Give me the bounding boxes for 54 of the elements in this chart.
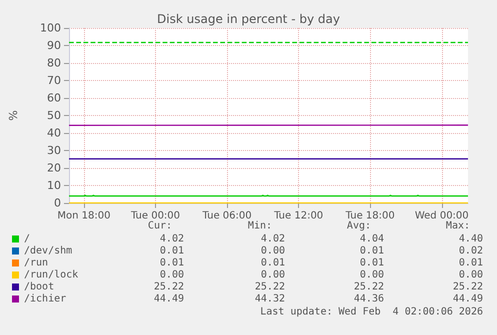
y-tick-label: 0 — [54, 196, 61, 210]
text: Max: — [446, 220, 470, 232]
text: 0.01 — [360, 258, 384, 268]
y-tick-label: 50 — [47, 109, 61, 122]
text: 0.01 — [360, 246, 384, 256]
text: 0.02 — [458, 246, 483, 256]
text: 4.02 — [160, 234, 184, 244]
y-tick-label: 10 — [47, 179, 61, 192]
text: Min: — [248, 220, 272, 232]
y-tick-label: 20 — [47, 162, 61, 174]
x-tick-label: Mon 18:00 — [57, 210, 110, 222]
legend-label: /boot — [24, 282, 54, 292]
text: 4.40 — [458, 234, 483, 244]
legend-label: /run/lock — [24, 270, 78, 280]
y-tick-label: 40 — [47, 126, 61, 140]
text: 0.00 — [458, 270, 483, 280]
legend-label: /ichier — [24, 294, 66, 304]
text: 0.00 — [360, 270, 384, 280]
y-tick-label: 90 — [47, 39, 61, 52]
y-tick-label: 60 — [47, 92, 61, 104]
y-tick-label: 70 — [47, 74, 61, 87]
text: Avg: — [346, 220, 372, 232]
text: Last update: Wed Feb 4 02:00:06 2026 — [260, 306, 483, 318]
x-tick-label: Wed 00:00 — [414, 210, 469, 222]
legend-label: /run — [24, 258, 48, 268]
legend-label: / — [24, 234, 30, 244]
text: 44.32 — [254, 294, 285, 304]
text: 25.22 — [452, 282, 483, 292]
text: 25.22 — [254, 282, 285, 292]
y-tick-label: 80 — [47, 56, 61, 70]
text: 25.22 — [154, 282, 184, 292]
x-tick-label: Tue 06:00 — [202, 210, 252, 222]
text: 25.22 — [354, 282, 384, 292]
text: 44.36 — [354, 294, 384, 304]
y-axis-title: % — [7, 110, 20, 121]
text: Cur: — [148, 220, 172, 232]
legend-label: /dev/shm — [24, 246, 72, 256]
text: 0.01 — [160, 246, 184, 256]
x-tick-label: Tue 00:00 — [130, 210, 180, 222]
text: 4.02 — [260, 234, 285, 244]
chart-title: Disk usage in percent - by day — [157, 12, 340, 26]
y-tick-label: 100 — [40, 22, 61, 34]
text: 0.00 — [260, 270, 285, 280]
text: 0.00 — [160, 270, 184, 280]
text: 44.49 — [154, 294, 184, 304]
x-tick-label: Tue 18:00 — [344, 210, 395, 222]
text: 0.01 — [160, 258, 184, 268]
text: 4.04 — [360, 234, 384, 244]
y-tick-label: 30 — [47, 144, 61, 157]
text: 0.00 — [260, 246, 285, 256]
text: 0.01 — [458, 258, 483, 268]
text: 44.49 — [452, 294, 483, 304]
x-tick-label: Tue 12:00 — [273, 210, 324, 222]
text: 0.01 — [260, 258, 285, 268]
